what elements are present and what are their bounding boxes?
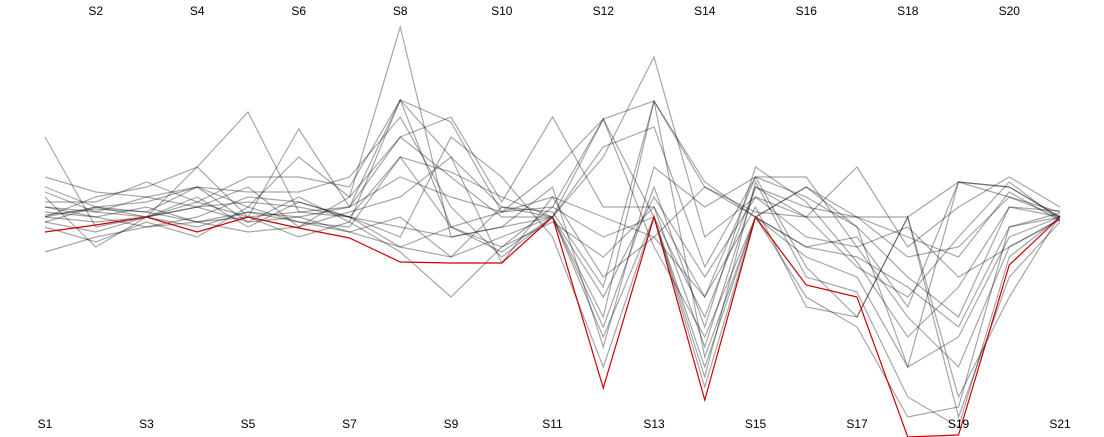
axis-label: S4 (190, 4, 205, 18)
axis-label: S12 (593, 4, 615, 18)
series-line (44, 176, 1061, 420)
axis-label: S19 (948, 417, 970, 431)
axis-label: S8 (393, 4, 408, 18)
axis-label: S18 (897, 4, 919, 18)
axis-label: S2 (88, 4, 103, 18)
axis-label: S7 (342, 417, 357, 431)
axis-label: S5 (241, 417, 256, 431)
axis-label: S16 (796, 4, 818, 18)
series-line (44, 214, 1061, 437)
axis-label: S9 (444, 417, 459, 431)
axis-label: S20 (999, 4, 1021, 18)
series-line (44, 165, 1061, 399)
axis-label: S1 (38, 417, 53, 431)
axis-label: S17 (846, 417, 868, 431)
axis-label: S3 (139, 417, 154, 431)
series-line (44, 99, 1061, 218)
axis-label: S10 (491, 4, 513, 18)
series-line (45, 98, 1061, 369)
series-line (44, 98, 1061, 428)
series-line (44, 24, 1061, 248)
series-line (44, 110, 1061, 349)
axis-label: S21 (1049, 417, 1071, 431)
series-line (44, 176, 1061, 299)
series-line (44, 155, 1061, 319)
series-line (44, 100, 1061, 360)
axis-label: S6 (291, 4, 306, 18)
axis-label: S14 (694, 4, 716, 18)
axis-label: S11 (542, 417, 563, 431)
axis-label: S15 (745, 417, 767, 431)
axis-label: S13 (643, 417, 665, 431)
series-line (44, 136, 1061, 418)
series-line (44, 156, 1061, 265)
